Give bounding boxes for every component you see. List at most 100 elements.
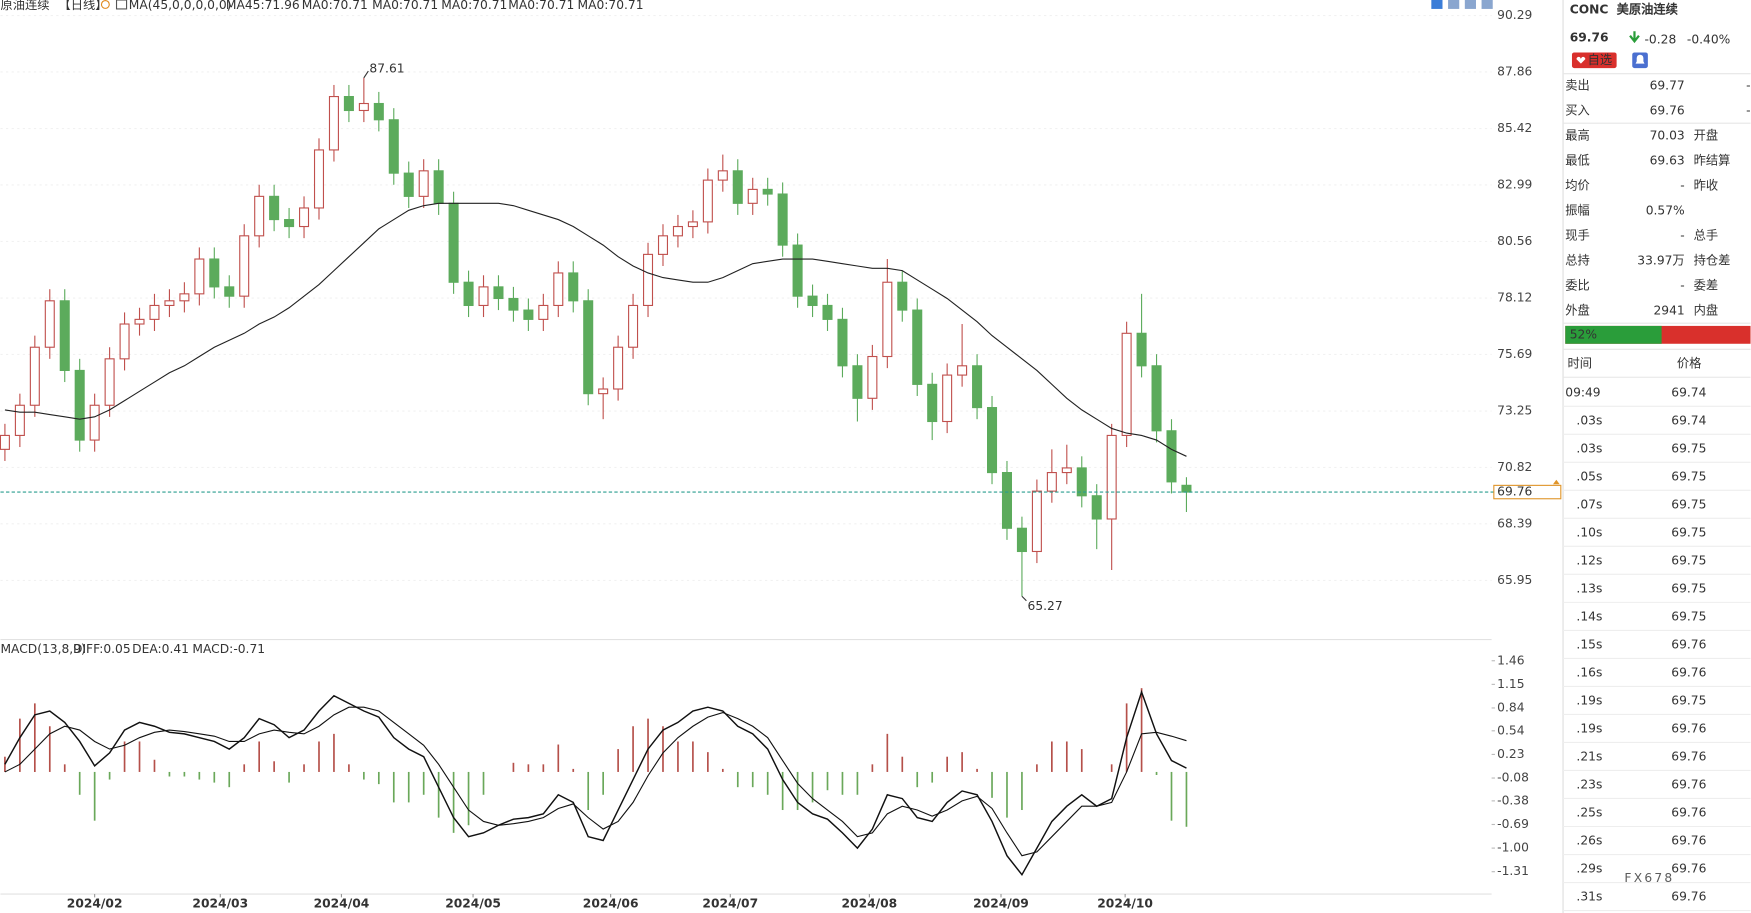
candle-body [553, 272, 564, 307]
x-tick-label: 2024/02 [67, 897, 123, 911]
candle-body [672, 225, 683, 237]
candle-body [194, 258, 205, 295]
last-price-box [1493, 484, 1562, 500]
candle-body [0, 434, 10, 450]
candle-body [598, 388, 609, 395]
candle-body [373, 102, 384, 121]
watermark: FX678 [1624, 871, 1674, 885]
candle-body [119, 323, 130, 360]
y-tick-label: 82.99 [1497, 177, 1532, 191]
y-tick-label: 87.86 [1497, 64, 1532, 78]
trade-time: .19s [1576, 722, 1602, 736]
candle-body [448, 202, 459, 283]
candle-body [702, 179, 713, 223]
y-tick-label: -0.38 [1497, 793, 1529, 807]
y-tick-label: -1.00 [1497, 841, 1529, 855]
candle-body [478, 286, 489, 307]
legend-item: DIFF:0.05 [73, 642, 131, 656]
icon[interactable] [1448, 0, 1460, 9]
candle-body [942, 374, 953, 423]
icon[interactable] [1464, 0, 1476, 9]
trade-price: 69.75 [1671, 497, 1706, 511]
row-label: 委比 [1565, 278, 1590, 292]
row-label2: 总手 [1694, 228, 1719, 242]
heart-icon [1576, 56, 1586, 64]
ma-icon[interactable] [115, 0, 128, 10]
price: 69.76 [1570, 30, 1609, 44]
symbol: CONC [1570, 3, 1609, 17]
watch-label[interactable]: 自选 [1588, 53, 1613, 67]
candle-body [747, 188, 758, 204]
candle-body [493, 286, 504, 300]
trade-price: 69.76 [1671, 890, 1706, 904]
col-header: 价格 [1677, 355, 1702, 370]
row-label2: 昨结算 [1694, 152, 1731, 167]
row-label: 买入 [1565, 103, 1590, 117]
trade-price: 69.76 [1671, 778, 1706, 792]
trade-time: .12s [1576, 553, 1602, 567]
row-value: - [1680, 228, 1684, 242]
row-value: 2941 [1653, 303, 1684, 317]
row-label2: 持仓差 [1694, 252, 1731, 267]
y-tick-label: 1.15 [1497, 677, 1524, 691]
legend-item: MA45:71.96 [226, 0, 300, 12]
ma45-line [4, 202, 1187, 457]
candle-body [732, 170, 743, 204]
candle-body [1106, 434, 1117, 520]
icon[interactable] [1431, 0, 1443, 9]
watch-button[interactable] [1571, 52, 1617, 69]
candle-body [523, 309, 534, 320]
candle-body [1046, 472, 1057, 492]
candle-body [254, 195, 265, 237]
candle-body [299, 207, 310, 228]
x-tick-label: 2024/10 [1097, 897, 1153, 911]
trade-price: 69.74 [1671, 413, 1706, 427]
x-tick-label: 2024/03 [192, 897, 248, 911]
candle-body [59, 300, 70, 371]
trade-time: .31s [1576, 890, 1602, 904]
bell-icon [1635, 54, 1645, 64]
candle-body [1136, 332, 1147, 367]
legend-item: MA0:70.71 [372, 0, 438, 12]
low-annotation: 65.27 [1028, 599, 1063, 613]
candle-body [179, 293, 190, 302]
candle-body [1121, 332, 1132, 436]
candle-body [239, 235, 250, 297]
trade-time: .19s [1576, 694, 1602, 708]
candle-body [1016, 527, 1027, 553]
row-label2: 委差 [1694, 278, 1719, 292]
trade-price: 69.76 [1671, 862, 1706, 876]
row-label: 最低 [1565, 153, 1590, 167]
row-value: 70.03 [1650, 128, 1685, 142]
row-value: 69.77 [1650, 78, 1685, 92]
diff-line [4, 689, 1187, 877]
trade-price: 69.76 [1671, 722, 1706, 736]
candle-body [1001, 472, 1013, 529]
row-value: 69.76 [1650, 103, 1685, 117]
candle-body [957, 365, 968, 376]
candle-body [343, 95, 354, 112]
legend-item: DEA:0.41 [132, 642, 189, 656]
x-tick-label: 2024/08 [842, 897, 898, 911]
settings-icon[interactable] [100, 0, 110, 9]
candle-body [508, 297, 519, 311]
legend-item: MA(45,0,0,0,0,0) [129, 0, 232, 12]
candle-body [1076, 467, 1087, 497]
trade-time: .26s [1576, 834, 1602, 848]
row-label: 均价 [1565, 178, 1590, 192]
candle-body [882, 281, 893, 358]
candle-body [897, 281, 908, 311]
trade-time: .05s [1576, 469, 1602, 483]
legend-item: MA0:70.71 [508, 0, 574, 12]
candle-body [89, 404, 100, 441]
candle-body [164, 300, 175, 307]
row-value: 0.57% [1646, 203, 1685, 217]
icon[interactable] [1481, 0, 1493, 9]
trade-price: 69.75 [1671, 581, 1706, 595]
row-value: 69.63 [1650, 153, 1685, 167]
candle-body [328, 95, 339, 151]
candle-body [149, 304, 160, 320]
candle-body [987, 407, 998, 474]
candle-body [44, 300, 55, 348]
